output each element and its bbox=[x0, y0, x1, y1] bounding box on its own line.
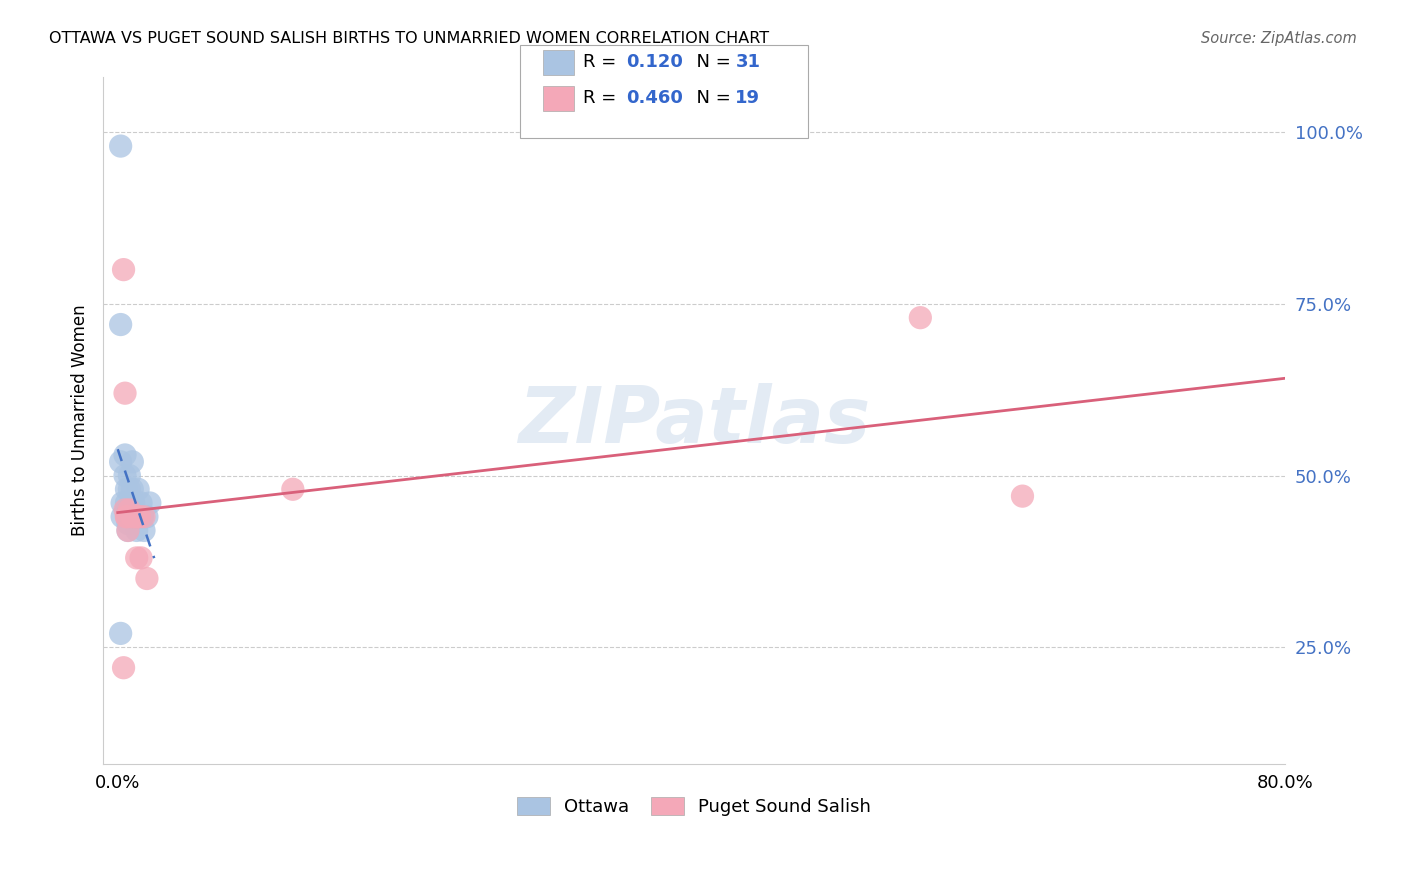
Point bbox=[115, 496, 138, 510]
Point bbox=[121, 483, 143, 497]
Point bbox=[125, 550, 148, 565]
Point bbox=[139, 496, 162, 510]
Point bbox=[281, 483, 304, 497]
Point bbox=[114, 468, 136, 483]
Point bbox=[112, 661, 135, 675]
Point bbox=[110, 626, 132, 640]
Point bbox=[121, 509, 143, 524]
Text: 31: 31 bbox=[735, 54, 761, 71]
Point bbox=[111, 496, 134, 510]
Point bbox=[117, 509, 139, 524]
Point bbox=[112, 262, 135, 277]
Point bbox=[121, 509, 143, 524]
Point bbox=[120, 496, 142, 510]
Text: 19: 19 bbox=[735, 89, 761, 107]
Point bbox=[114, 386, 136, 401]
Point bbox=[135, 572, 157, 586]
Point bbox=[118, 468, 141, 483]
Point bbox=[129, 496, 152, 510]
Text: 0.460: 0.460 bbox=[626, 89, 682, 107]
Point bbox=[124, 509, 146, 524]
Point bbox=[115, 483, 138, 497]
Point bbox=[115, 503, 138, 517]
Text: 0.120: 0.120 bbox=[626, 54, 682, 71]
Point bbox=[117, 516, 139, 531]
Text: N =: N = bbox=[685, 54, 737, 71]
Text: OTTAWA VS PUGET SOUND SALISH BIRTHS TO UNMARRIED WOMEN CORRELATION CHART: OTTAWA VS PUGET SOUND SALISH BIRTHS TO U… bbox=[49, 31, 769, 46]
Point bbox=[118, 483, 141, 497]
Point bbox=[128, 509, 150, 524]
Point bbox=[122, 496, 145, 510]
Point bbox=[117, 524, 139, 538]
Point bbox=[120, 509, 142, 524]
Point bbox=[115, 509, 138, 524]
Point bbox=[127, 483, 149, 497]
Point bbox=[127, 509, 149, 524]
Point bbox=[1011, 489, 1033, 503]
Point bbox=[117, 524, 139, 538]
Text: Source: ZipAtlas.com: Source: ZipAtlas.com bbox=[1201, 31, 1357, 46]
Point bbox=[110, 455, 132, 469]
Text: R =: R = bbox=[583, 89, 623, 107]
Point bbox=[121, 455, 143, 469]
Text: N =: N = bbox=[685, 89, 737, 107]
Text: R =: R = bbox=[583, 54, 623, 71]
Point bbox=[111, 509, 134, 524]
Point bbox=[114, 448, 136, 462]
Point bbox=[129, 550, 152, 565]
Point bbox=[128, 509, 150, 524]
Point bbox=[125, 524, 148, 538]
Point bbox=[110, 139, 132, 153]
Point bbox=[115, 509, 138, 524]
Point bbox=[132, 524, 155, 538]
Legend: Ottawa, Puget Sound Salish: Ottawa, Puget Sound Salish bbox=[510, 789, 879, 823]
Point bbox=[132, 509, 155, 524]
Y-axis label: Births to Unmarried Women: Births to Unmarried Women bbox=[72, 305, 89, 536]
Point bbox=[110, 318, 132, 332]
Point bbox=[124, 509, 146, 524]
Point bbox=[114, 503, 136, 517]
Text: ZIPatlas: ZIPatlas bbox=[517, 383, 870, 458]
Point bbox=[910, 310, 932, 325]
Point bbox=[135, 509, 157, 524]
Point bbox=[118, 503, 141, 517]
Point bbox=[131, 509, 153, 524]
